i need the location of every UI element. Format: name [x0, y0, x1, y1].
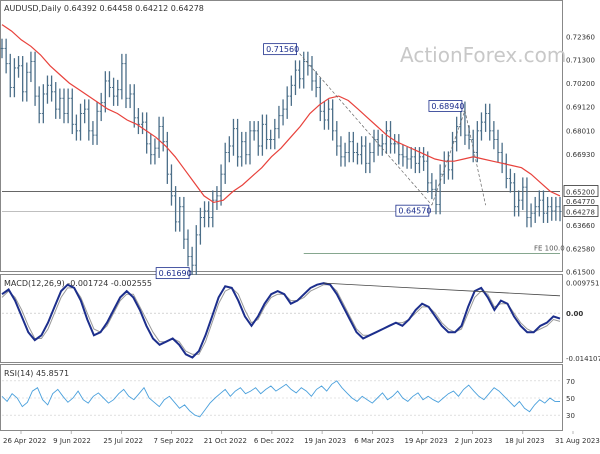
rsi-tick-label: 50	[566, 395, 575, 403]
macd-tick-label: 0.00	[566, 310, 583, 318]
pivot-label: 0.61690	[159, 269, 192, 278]
price-tick-label: 0.71300	[566, 56, 595, 64]
x-tick-label: 18 Jul 2023	[505, 437, 545, 445]
price-layer: 0.71560 0.68940 0.64570 0.61690 FE 100.0	[0, 24, 565, 280]
x-tick-label: 19 Jan 2023	[304, 437, 346, 445]
x-tick-label: 6 Dec 2022	[254, 437, 294, 445]
pivot-label-box	[428, 100, 463, 112]
rsi-tick-label: 30	[566, 412, 575, 420]
x-tick-label: 2 Jun 2023	[455, 437, 493, 445]
macd-signal-line	[1, 284, 561, 355]
x-tick-label: 7 Sep 2022	[154, 437, 194, 445]
price-panel-frame	[0, 0, 563, 272]
price-tick-box	[563, 205, 599, 217]
rsi-panel-frame	[0, 364, 563, 431]
pivot-label-box	[395, 204, 430, 217]
axis-layer: 0.72360 0.71300 0.70200 0.69120 0.68010 0.669…	[3, 33, 600, 445]
x-tick-label: 19 Apr 2023	[404, 437, 447, 445]
x-tick-label: 21 Oct 2022	[204, 437, 247, 445]
price-tick-label: 0.68010	[566, 128, 595, 136]
moving-average-line	[1, 24, 561, 204]
macd-label: MACD(12,26,9) -0.001724 -0.002555	[4, 279, 152, 288]
macd-panel-frame	[0, 274, 563, 363]
x-tick-label: 25 Jul 2022	[103, 437, 143, 445]
macd-layer	[1, 282, 561, 359]
x-tick-label: 26 Apr 2022	[3, 437, 46, 445]
x-tick-label: 9 Jun 2022	[53, 437, 91, 445]
price-tick-box	[563, 185, 599, 197]
x-tick-label: 31 Aug 2023	[555, 437, 600, 445]
macd-line	[1, 282, 561, 359]
pivot-label-box	[155, 267, 190, 280]
chart-title: AUDUSD,Daily 0.64392 0.64458 0.64212 0.6…	[4, 4, 204, 13]
rsi-layer	[1, 380, 561, 418]
pivot-label: 0.68940	[431, 102, 464, 111]
projection-dashed-line	[431, 110, 466, 206]
macd-trendline	[323, 282, 561, 297]
pivot-label: 0.71560	[266, 45, 299, 54]
rsi-label: RSI(14) 45.8571	[4, 369, 69, 378]
pivot-label: 0.64570	[398, 207, 431, 216]
price-tick-label: 0.70200	[566, 80, 595, 88]
price-tick-label: 0.69120	[566, 104, 595, 112]
price-tick-label: 0.65200	[566, 189, 595, 197]
rsi-line	[1, 380, 561, 418]
rsi-tick-label: 70	[566, 378, 575, 386]
fib-label: FE 100.0	[534, 245, 565, 253]
watermark: ActionForex.com	[400, 43, 566, 67]
projection-dashed-line	[299, 53, 433, 206]
price-tick-label: 0.66930	[566, 151, 595, 159]
price-tick-label: 0.64278	[566, 209, 595, 217]
x-tick-label: 6 Mar 2023	[354, 437, 394, 445]
pivot-label-box	[263, 43, 298, 56]
price-tick-label: 0.64770	[566, 198, 595, 206]
macd-tick-label: 0.009751	[566, 279, 599, 287]
price-tick-label: 0.72360	[566, 33, 595, 41]
price-tick-label: 0.63660	[566, 222, 595, 230]
macd-tick-label: -0.014107	[566, 355, 600, 363]
price-tick-label: 0.61500	[566, 269, 595, 277]
price-tick-label: 0.62580	[566, 245, 595, 253]
projection-dashed-line	[464, 110, 486, 206]
